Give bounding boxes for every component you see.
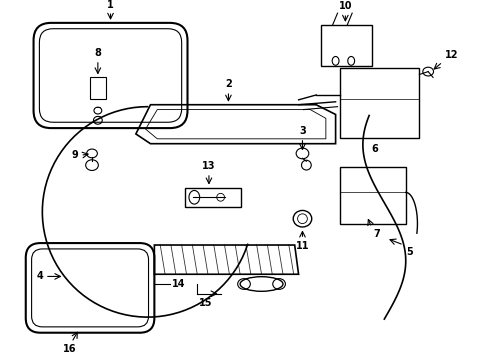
Text: 7: 7 <box>373 229 380 239</box>
Text: 8: 8 <box>94 48 101 58</box>
Text: 4: 4 <box>36 271 43 282</box>
Bar <box>320 25 371 66</box>
Text: 1: 1 <box>107 0 114 10</box>
Text: 6: 6 <box>370 144 377 154</box>
Text: 13: 13 <box>202 161 215 171</box>
Text: 14: 14 <box>172 279 185 289</box>
Text: 5: 5 <box>405 247 412 257</box>
Text: 3: 3 <box>299 126 305 136</box>
Text: 15: 15 <box>199 298 212 308</box>
Bar <box>90 77 105 99</box>
Bar <box>339 167 405 224</box>
Text: 9: 9 <box>71 150 78 161</box>
Bar <box>339 68 419 138</box>
Text: 11: 11 <box>295 241 308 251</box>
Text: 10: 10 <box>338 1 351 11</box>
Text: 12: 12 <box>444 50 457 60</box>
Text: 16: 16 <box>63 345 76 354</box>
Text: 2: 2 <box>224 79 231 89</box>
Bar <box>184 188 241 207</box>
